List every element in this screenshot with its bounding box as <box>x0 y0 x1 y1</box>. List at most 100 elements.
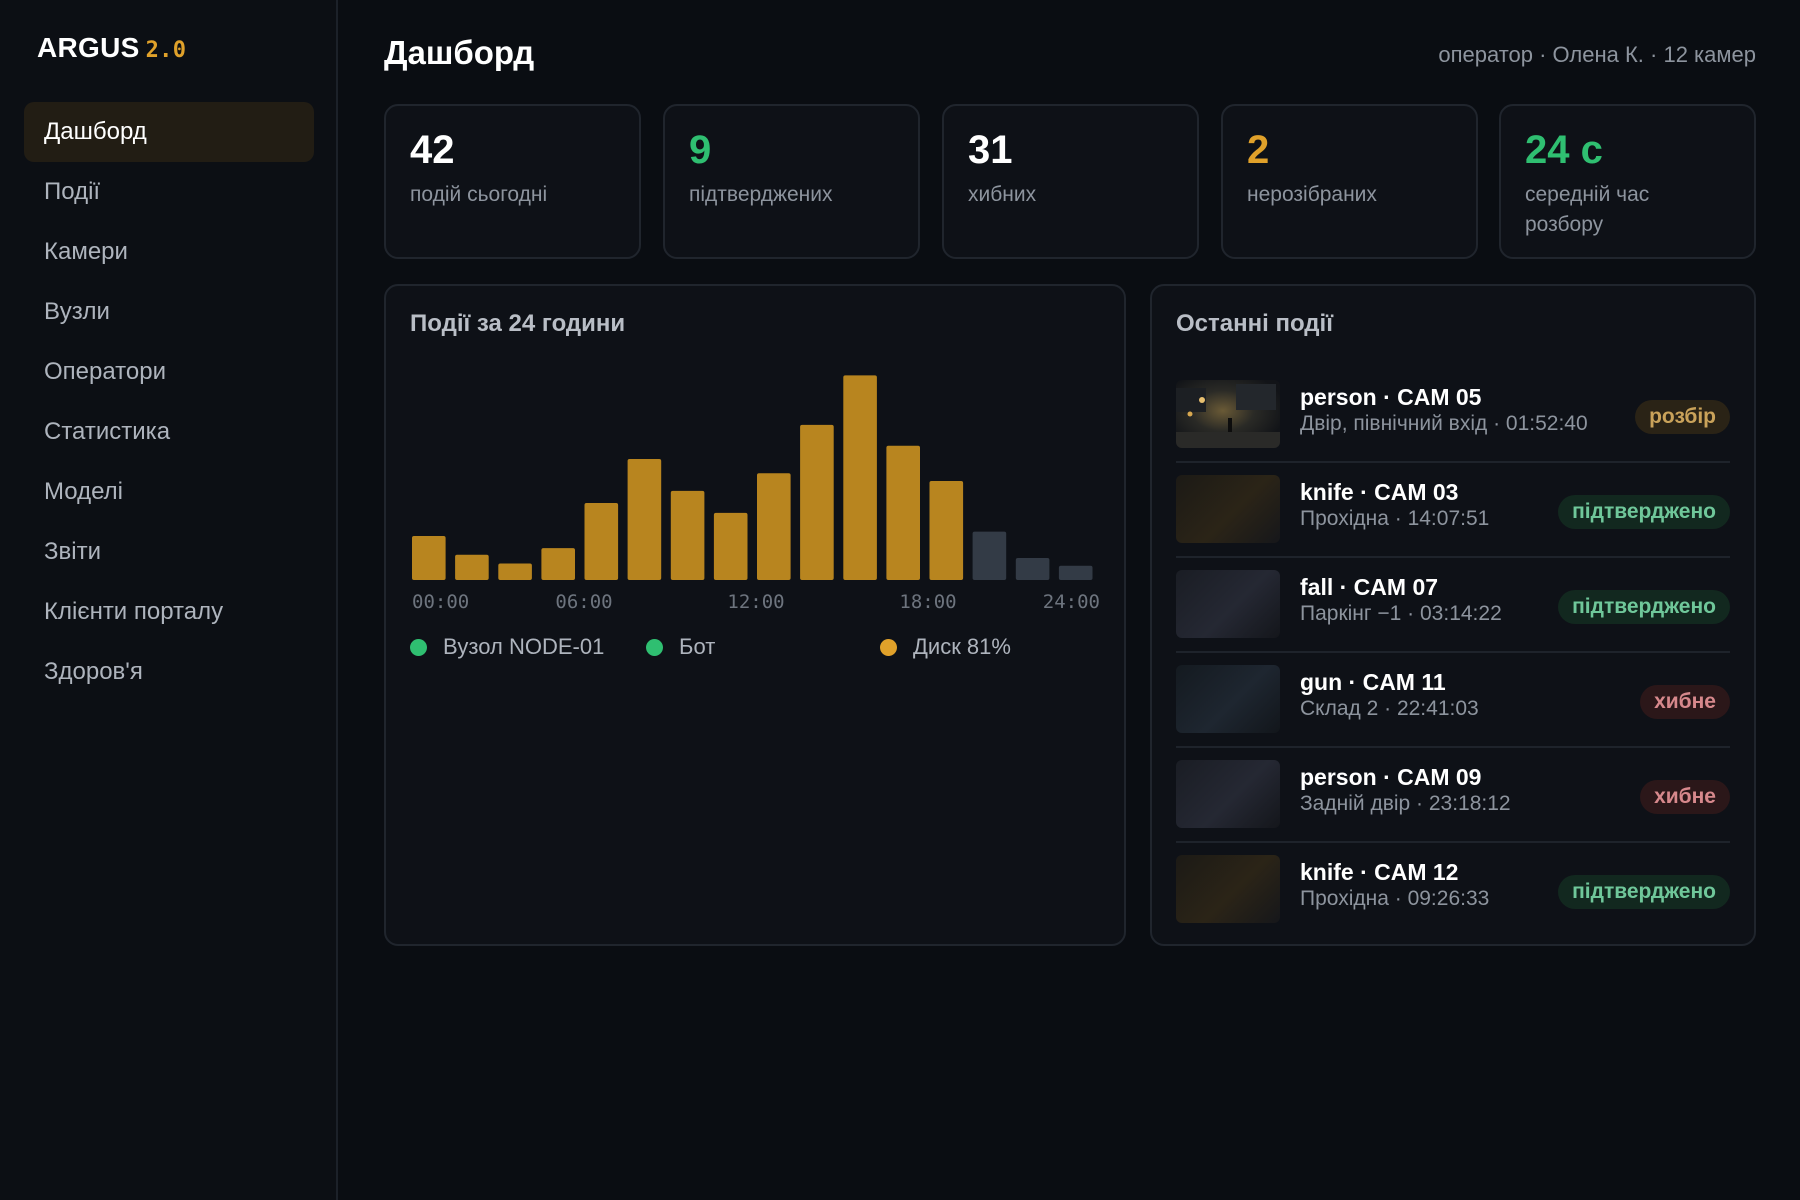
stat-label: середній час розбору <box>1525 183 1650 236</box>
x-tick-label: 06:00 <box>555 591 612 613</box>
event-title: gun · CAM 11 <box>1300 669 1446 695</box>
stat-label: подій сьогодні <box>410 183 548 206</box>
event-subtitle: Склад 2 · 22:41:03 <box>1300 697 1479 720</box>
chart-bar <box>1058 565 1093 580</box>
sidebar-item-dashboard[interactable]: Дашборд <box>24 102 314 162</box>
sidebar-item-nodes[interactable]: Вузли <box>44 298 110 325</box>
list-item[interactable]: fall · CAM 07 Паркінг −1 · 03:14:22 підт… <box>1176 558 1730 653</box>
stat-card-confirmed[interactable]: 9 підтверджених <box>663 104 920 259</box>
list-item[interactable]: knife · CAM 12 Прохідна · 09:26:33 підтв… <box>1176 843 1730 936</box>
event-thumbnail[interactable] <box>1176 475 1280 543</box>
sidebar-item-statistics[interactable]: Статистика <box>44 418 171 445</box>
chart-bar <box>1015 558 1050 580</box>
event-thumbnail[interactable] <box>1176 760 1280 828</box>
camera-frame-icon <box>1176 380 1280 448</box>
status-badge: хибне <box>1640 685 1730 719</box>
status-dot-icon <box>880 638 897 656</box>
event-title: person · CAM 09 <box>1300 764 1482 790</box>
chart-bar <box>627 459 662 580</box>
stat-card-false[interactable]: 31 хибних <box>942 104 1199 259</box>
app-logo[interactable]: ARGUS 2.0 <box>37 32 186 64</box>
sidebar-item-operators[interactable]: Оператори <box>44 358 167 385</box>
status-badge: розбір <box>1635 400 1730 434</box>
app-name: ARGUS <box>37 32 140 63</box>
events-list: person · CAM 05 Двір, північний вхід · 0… <box>1176 368 1730 936</box>
event-subtitle: Прохідна · 09:26:33 <box>1300 887 1490 910</box>
list-item[interactable]: gun · CAM 11 Склад 2 · 22:41:03 хибне <box>1176 653 1730 748</box>
list-item[interactable]: knife · CAM 03 Прохідна · 14:07:51 підтв… <box>1176 463 1730 558</box>
event-thumbnail[interactable] <box>1176 380 1280 448</box>
x-tick-label: 12:00 <box>727 591 784 613</box>
event-subtitle: Задній двір · 23:18:12 <box>1300 792 1511 815</box>
stat-cards: 42 подій сьогодні 9 підтверджених 31 хиб… <box>384 104 1756 260</box>
event-thumbnail[interactable] <box>1176 665 1280 733</box>
recent-events-title: Останні події <box>1176 310 1333 337</box>
stat-card-unreviewed[interactable]: 2 нерозібраних <box>1221 104 1478 259</box>
stat-card-events-today[interactable]: 42 подій сьогодні <box>384 104 641 259</box>
app-version: 2.0 <box>145 38 187 63</box>
event-subtitle: Паркінг −1 · 03:14:22 <box>1300 602 1502 625</box>
status-badge: підтверджено <box>1558 495 1730 529</box>
stat-value: 31 <box>968 128 1013 172</box>
stat-label: підтверджених <box>689 183 833 206</box>
chart-bar <box>541 548 575 580</box>
events-bar-chart: 00:00 06:00 12:00 18:00 24:00 <box>412 375 1100 613</box>
chart-bar <box>455 554 489 580</box>
chart-bar <box>713 512 748 580</box>
status-badge: підтверджено <box>1558 590 1730 624</box>
x-tick-label: 24:00 <box>1043 591 1100 613</box>
legend-item-node: Вузол NODE-01 <box>410 634 604 660</box>
legend-label: Вузол NODE-01 <box>443 634 605 659</box>
status-badge: підтверджено <box>1558 875 1730 909</box>
sidebar-nav: Дашборд Події Камери Вузли Оператори Ста… <box>24 102 314 702</box>
chart-bar <box>670 490 705 580</box>
x-tick-label: 00:00 <box>412 591 469 613</box>
event-title: fall · CAM 07 <box>1300 574 1439 600</box>
event-thumbnail[interactable] <box>1176 570 1280 638</box>
chart-bar <box>412 536 446 580</box>
list-item[interactable]: person · CAM 05 Двір, північний вхід · 0… <box>1176 368 1730 463</box>
recent-events-panel: Останні події <box>1150 284 1756 946</box>
stat-value: 42 <box>410 128 455 172</box>
chart-bar <box>757 473 791 580</box>
stat-card-avg-review-time[interactable]: 24 с середній час розбору <box>1499 104 1756 259</box>
sidebar: ARGUS 2.0 Дашборд Події Камери Вузли Опер… <box>0 0 338 1200</box>
legend-label: Диск 81% <box>913 634 1011 659</box>
chart-title: Події за 24 години <box>410 310 626 337</box>
sidebar-item-portal-clients[interactable]: Клієнти порталу <box>44 598 224 625</box>
legend-item-disk: Диск 81% <box>880 634 1011 660</box>
event-title: person · CAM 05 <box>1300 384 1482 410</box>
chart-bar <box>800 424 834 580</box>
event-title: knife · CAM 03 <box>1300 479 1459 505</box>
list-item[interactable]: person · CAM 09 Задній двір · 23:18:12 х… <box>1176 748 1730 843</box>
sidebar-item-events[interactable]: Події <box>44 178 101 205</box>
chart-bar <box>929 481 964 580</box>
stat-value: 2 <box>1247 128 1270 172</box>
event-subtitle: Двір, північний вхід · 01:52:40 <box>1300 412 1588 435</box>
sidebar-item-cameras[interactable]: Камери <box>44 238 128 265</box>
chart-bar <box>584 503 619 580</box>
chart-legend: Вузол NODE-01 Бот Диск 81% <box>410 634 1110 674</box>
x-tick-label: 18:00 <box>899 591 956 613</box>
status-dot-icon <box>646 638 663 656</box>
sidebar-item-models[interactable]: Моделі <box>44 478 123 505</box>
stat-label: хибних <box>968 183 1037 206</box>
sidebar-item-health[interactable]: Здоров'я <box>44 658 143 685</box>
event-subtitle: Прохідна · 14:07:51 <box>1300 507 1490 530</box>
chart-panel: Події за 24 години 00:00 06:00 12:00 18:00 2… <box>384 284 1126 946</box>
legend-item-bot: Бот <box>646 634 715 660</box>
chart-bar <box>972 531 1007 580</box>
event-thumbnail[interactable] <box>1176 855 1280 923</box>
chart-bar <box>886 445 920 580</box>
header-meta: оператор · Олена К. · 12 камер <box>1438 42 1756 67</box>
stat-value: 24 с <box>1525 128 1603 172</box>
chart-bar <box>498 563 532 580</box>
sidebar-item-reports[interactable]: Звіти <box>44 538 101 565</box>
status-badge: хибне <box>1640 780 1730 814</box>
stat-label: нерозібраних <box>1247 183 1377 206</box>
stat-value: 9 <box>689 128 712 172</box>
legend-label: Бот <box>679 634 716 659</box>
event-title: knife · CAM 12 <box>1300 859 1459 885</box>
page-title: Дашборд <box>384 34 535 71</box>
chart-bar <box>843 375 877 580</box>
